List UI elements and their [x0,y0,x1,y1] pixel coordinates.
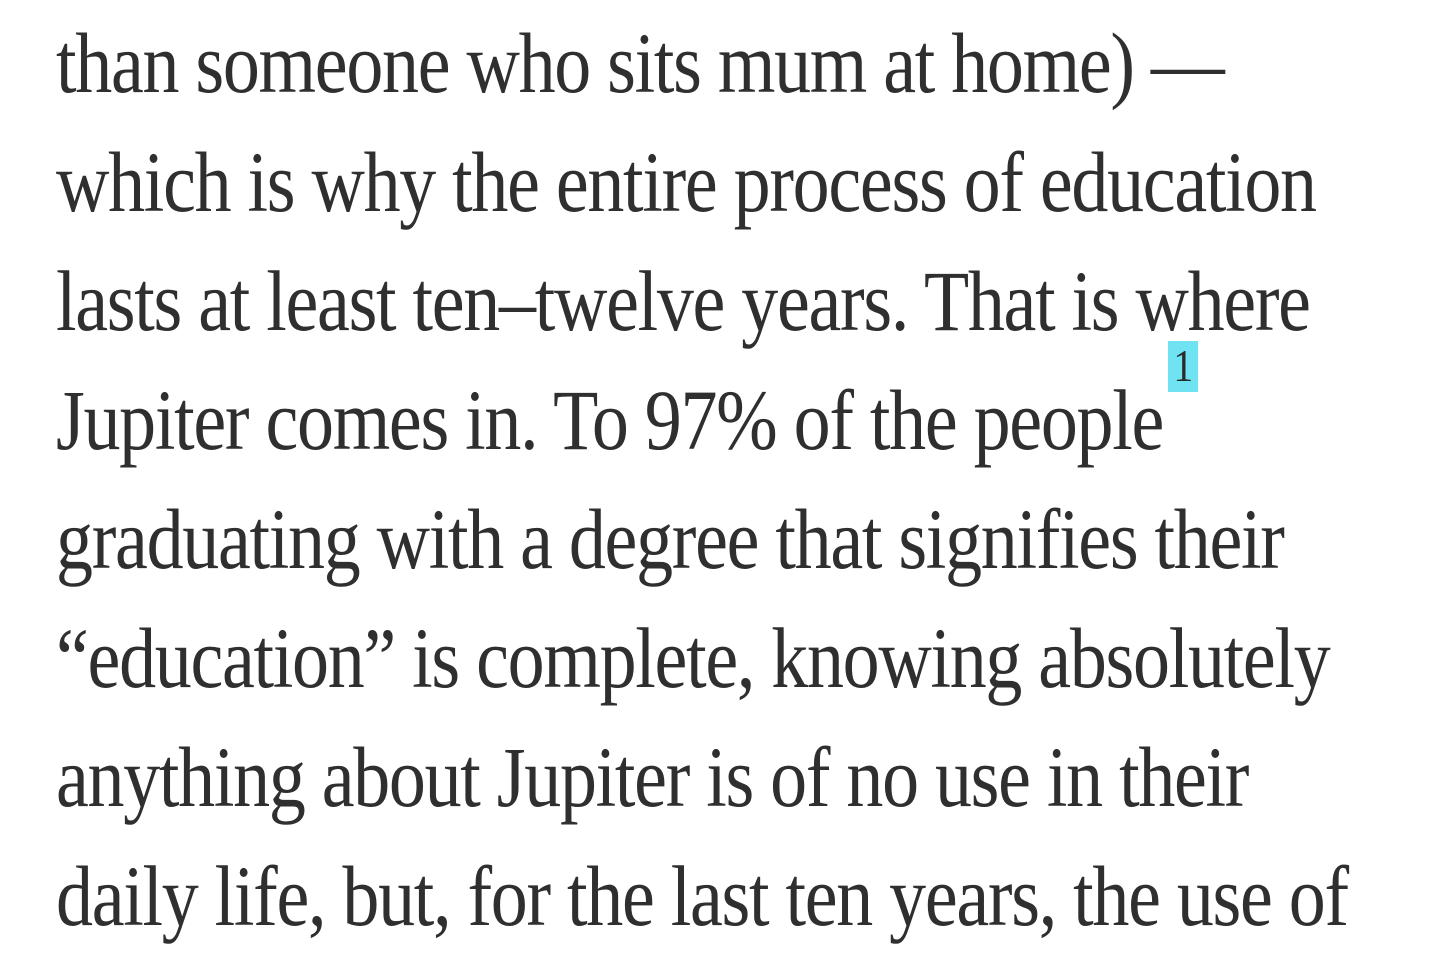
text-line: than someone who sits mum at home) — [56,15,1225,111]
text-line: anything about Jupiter is of no use in t… [56,729,1249,825]
text-line: graduating with a degree that signifies … [56,491,1285,587]
text-line: lasts at least ten–twelve years. That is… [56,253,1311,349]
text-line-content: Jupiter comes in. To 97% of the people [56,372,1164,468]
text-line: “education” is complete, knowing absolut… [56,610,1331,706]
text-line: which is why the entire process of educa… [56,134,1317,230]
text-line-with-footnote: Jupiter comes in. To 97% of the people1 [56,341,1199,463]
text-line: daily life, but, for the last ten years,… [56,848,1349,944]
footnote-marker[interactable]: 1 [1168,341,1199,392]
